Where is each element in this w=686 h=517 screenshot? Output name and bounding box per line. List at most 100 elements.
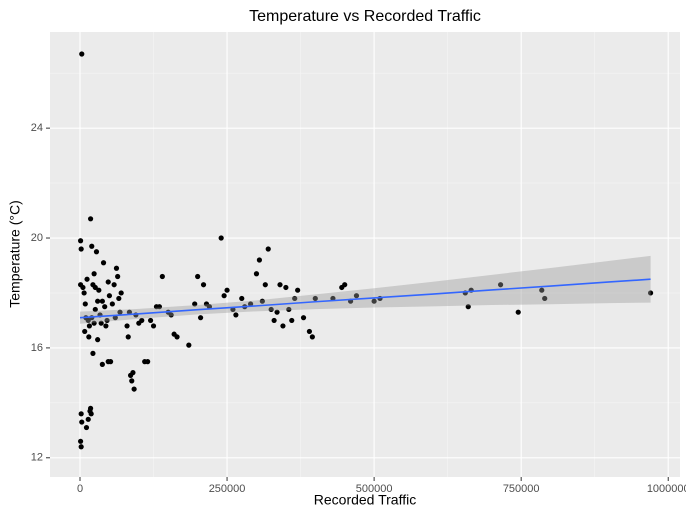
plot-panel	[50, 32, 680, 477]
point	[539, 287, 545, 293]
point	[86, 334, 92, 340]
point	[131, 386, 137, 392]
point	[103, 323, 109, 329]
point	[195, 273, 201, 280]
point	[91, 320, 97, 326]
point	[233, 312, 239, 318]
point	[109, 301, 115, 307]
point	[95, 337, 101, 343]
point	[93, 249, 100, 255]
point	[82, 301, 88, 307]
point	[126, 309, 133, 315]
point	[79, 419, 85, 425]
point	[77, 238, 84, 244]
y-tick-label: 12	[31, 452, 43, 464]
point	[497, 282, 504, 288]
point	[99, 298, 105, 304]
point	[89, 243, 95, 249]
point	[274, 309, 280, 315]
point	[98, 320, 104, 326]
point	[259, 298, 265, 304]
point	[239, 295, 245, 302]
point	[86, 323, 93, 329]
point	[124, 323, 130, 329]
point	[353, 293, 360, 299]
point	[82, 328, 88, 335]
point	[106, 293, 113, 299]
point	[80, 284, 86, 291]
point	[116, 295, 122, 302]
point	[280, 323, 286, 329]
point	[253, 271, 260, 277]
point	[87, 216, 94, 222]
point	[289, 317, 295, 324]
point	[104, 317, 110, 324]
point	[292, 295, 298, 302]
point	[85, 416, 91, 422]
point	[174, 334, 180, 340]
x-axis-label: Recorded Traffic	[314, 492, 416, 508]
point	[92, 284, 98, 291]
point	[87, 405, 94, 411]
point	[129, 378, 135, 384]
point	[218, 235, 224, 241]
point	[102, 304, 108, 310]
point	[647, 290, 654, 296]
chart-title: Temperature vs Recorded Traffic	[249, 8, 481, 25]
point	[156, 304, 163, 310]
point	[200, 282, 207, 288]
point	[268, 306, 274, 313]
point	[78, 444, 84, 450]
point	[111, 282, 117, 288]
point	[309, 334, 315, 340]
point	[88, 411, 94, 417]
point	[105, 279, 111, 285]
point	[115, 273, 121, 280]
point	[277, 282, 283, 288]
point	[515, 309, 521, 315]
x-tick-label: 500000	[356, 483, 393, 495]
point	[224, 287, 230, 293]
point	[90, 350, 96, 356]
confidence-band	[80, 255, 651, 324]
x-tick-label: 0	[77, 483, 83, 495]
point	[84, 276, 90, 282]
point	[147, 317, 154, 324]
point	[91, 271, 97, 277]
point	[168, 312, 174, 318]
point	[83, 424, 90, 431]
point	[542, 295, 548, 302]
point	[125, 334, 131, 340]
y-axis-label: Temperature (°C)	[7, 200, 23, 308]
point	[262, 282, 268, 288]
point	[312, 295, 318, 302]
point	[306, 328, 313, 335]
point	[265, 246, 271, 252]
point	[159, 273, 165, 280]
point	[92, 306, 98, 313]
y-tick-label: 24	[31, 122, 43, 134]
point	[271, 317, 277, 324]
point	[130, 370, 136, 376]
y-tick-label: 20	[31, 232, 43, 244]
point	[283, 284, 289, 291]
point	[99, 361, 105, 367]
point	[186, 342, 192, 348]
point	[197, 315, 204, 321]
point	[100, 260, 107, 266]
point	[286, 306, 292, 313]
point	[295, 287, 301, 293]
point	[81, 290, 87, 296]
point	[256, 257, 263, 263]
point	[145, 359, 151, 365]
x-tick-label: 1000000	[647, 483, 686, 495]
point	[77, 438, 84, 444]
point	[117, 309, 123, 315]
point	[342, 282, 348, 288]
point	[300, 315, 307, 321]
point	[139, 317, 145, 324]
point	[79, 51, 85, 57]
x-tick-label: 750000	[503, 483, 540, 495]
point	[150, 323, 157, 329]
